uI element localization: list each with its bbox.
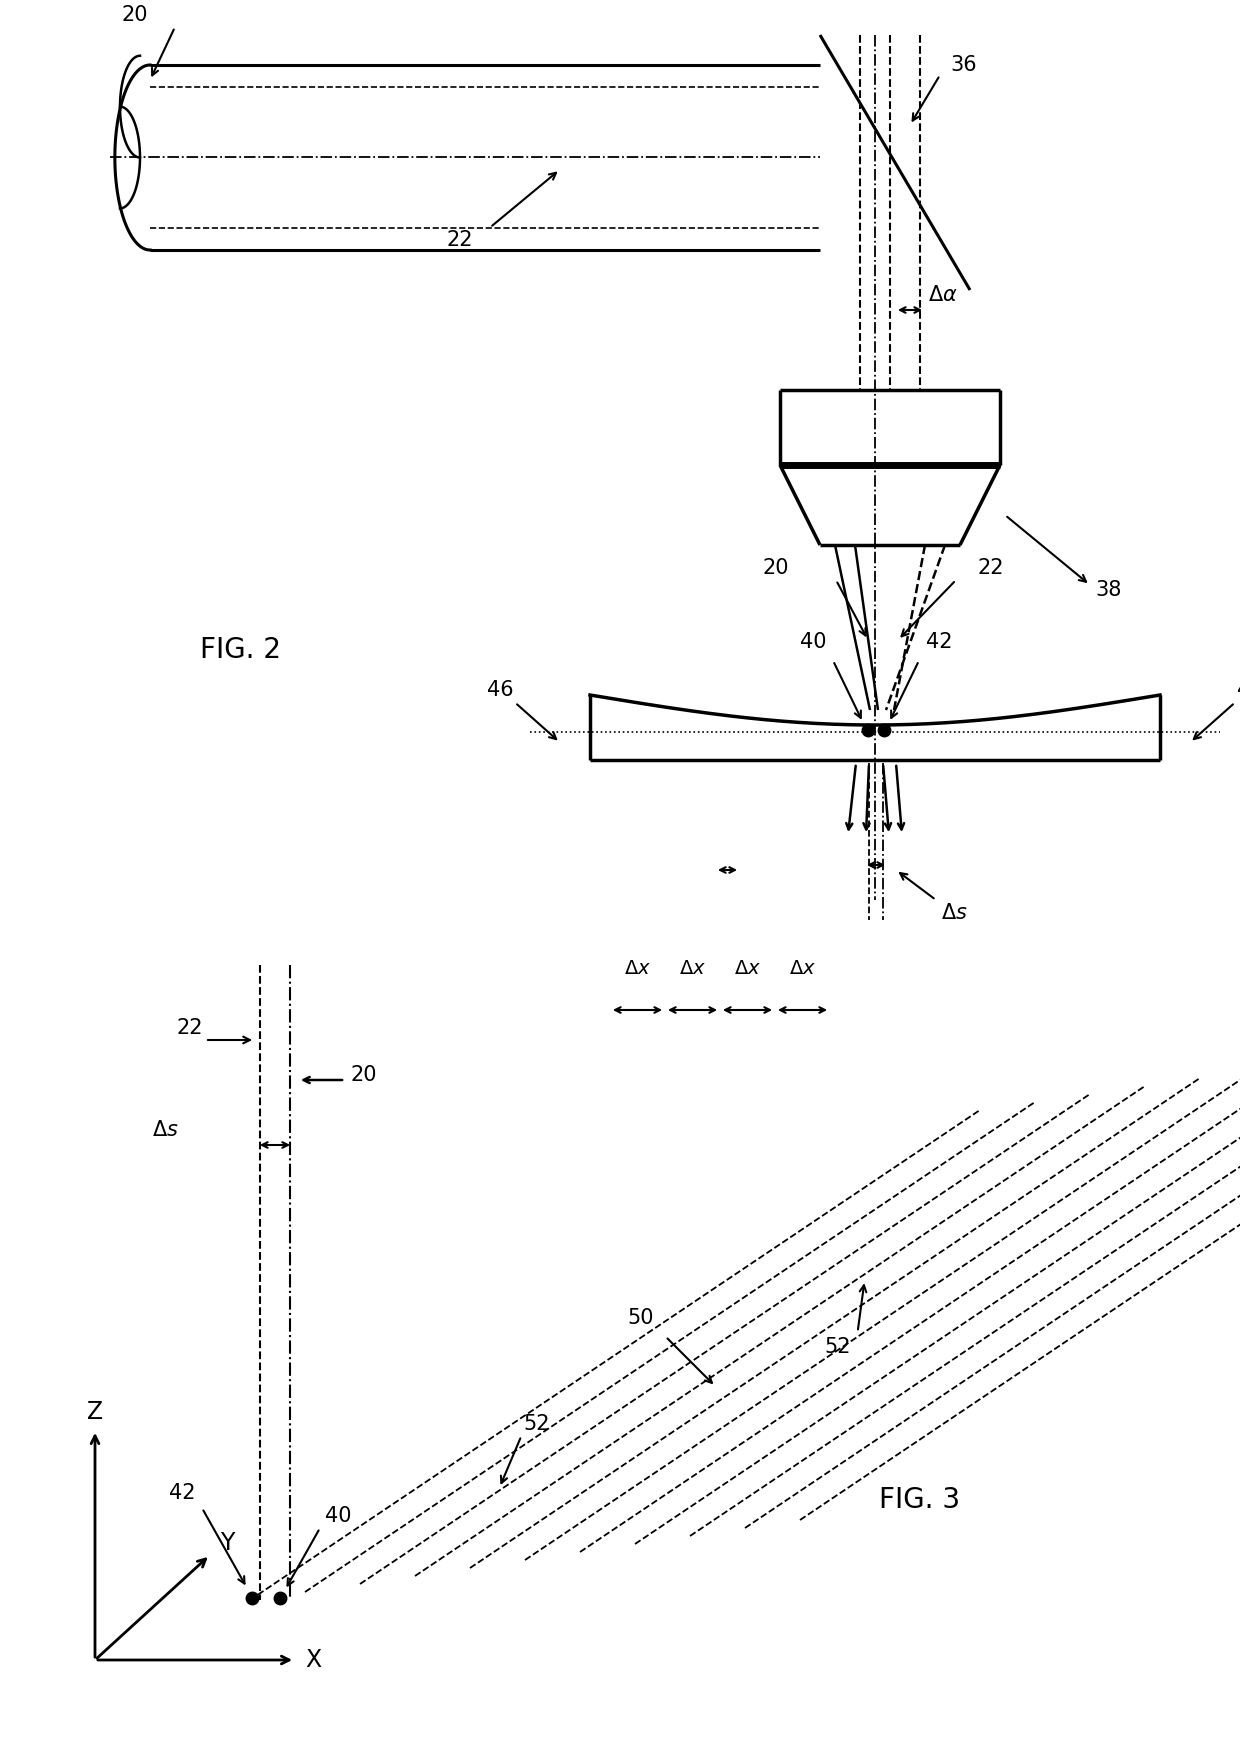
Text: $\Delta x$: $\Delta x$ (624, 959, 651, 977)
Text: X: X (305, 1647, 321, 1672)
Text: $\Delta s$: $\Delta s$ (151, 1119, 179, 1140)
Text: 42: 42 (926, 632, 952, 653)
Text: $\Delta x$: $\Delta x$ (734, 959, 761, 977)
Text: 46: 46 (486, 681, 513, 700)
Text: 36: 36 (950, 55, 977, 76)
Text: $\Delta\alpha$: $\Delta\alpha$ (928, 285, 957, 304)
Text: 20: 20 (122, 5, 149, 25)
Text: 20: 20 (763, 558, 789, 577)
Text: 40: 40 (325, 1507, 351, 1526)
Text: 42: 42 (169, 1484, 195, 1503)
Text: $\Delta s$: $\Delta s$ (941, 903, 967, 922)
Text: $\Delta x$: $\Delta x$ (789, 959, 816, 977)
Text: 52: 52 (523, 1413, 549, 1434)
Text: 52: 52 (825, 1338, 851, 1357)
Text: 38: 38 (1095, 581, 1121, 600)
Text: 40: 40 (800, 632, 826, 653)
Text: 22: 22 (446, 229, 474, 250)
Text: FIG. 3: FIG. 3 (879, 1485, 961, 1514)
Text: Y: Y (219, 1531, 234, 1556)
Text: 44: 44 (1236, 681, 1240, 700)
Text: FIG. 2: FIG. 2 (200, 635, 280, 664)
Text: 22: 22 (978, 558, 1004, 577)
Text: Z: Z (87, 1399, 103, 1424)
Text: 50: 50 (627, 1308, 653, 1329)
Text: 20: 20 (350, 1065, 377, 1084)
Text: 22: 22 (177, 1017, 203, 1038)
Text: $\Delta x$: $\Delta x$ (680, 959, 706, 977)
